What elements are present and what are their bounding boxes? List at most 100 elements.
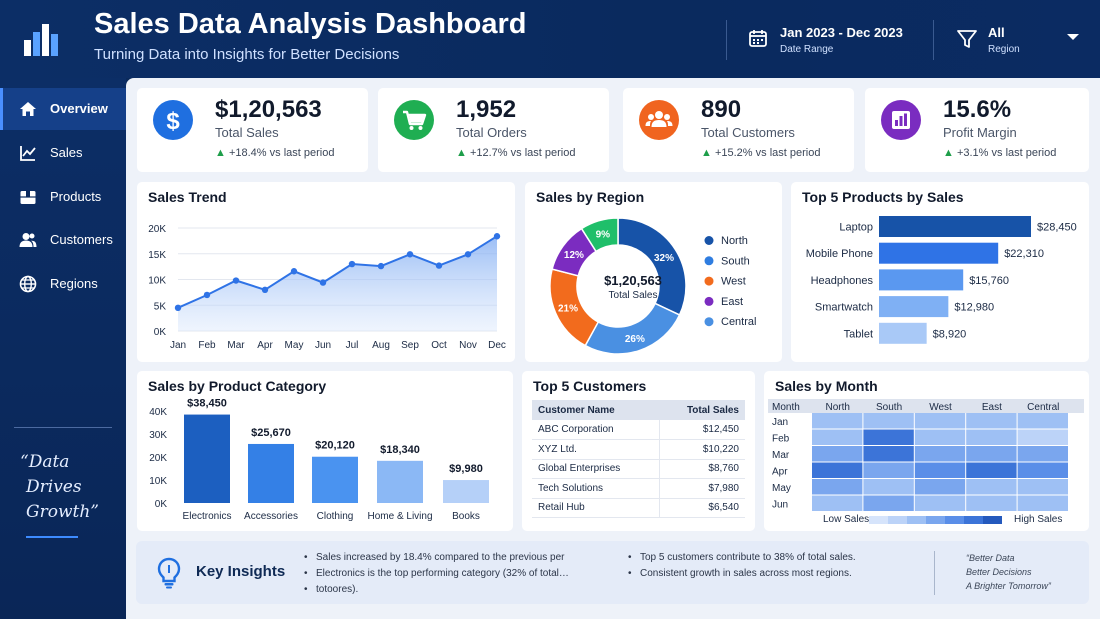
page-subtitle: Turning Data into Insights for Better De… bbox=[94, 46, 400, 63]
header-divider bbox=[726, 20, 727, 60]
x-tick-label: Jan bbox=[170, 340, 186, 351]
x-tick-label: Dec bbox=[488, 340, 506, 351]
kpi-change: ▲ +12.7% vs last period bbox=[456, 147, 575, 159]
chevron-down-icon[interactable] bbox=[1066, 32, 1080, 42]
insights-title: Key Insights bbox=[196, 563, 286, 580]
kpi-label: Total Customers bbox=[701, 125, 795, 140]
heatmap-cell bbox=[863, 479, 914, 495]
insights-divider bbox=[934, 551, 935, 595]
insight-item: Sales increased by 18.4% compared to the… bbox=[304, 550, 588, 566]
date-range-label: Date Range bbox=[780, 44, 834, 55]
kpi-card-total-sales[interactable]: $ $1,20,563 Total Sales ▲ +18.4% vs last… bbox=[137, 88, 368, 172]
heatmap-cell bbox=[863, 462, 914, 478]
heatmap-cell bbox=[1017, 413, 1068, 429]
y-tick-label: 5K bbox=[154, 301, 167, 312]
table-row[interactable]: XYZ Ltd. $10,220 bbox=[532, 439, 745, 460]
slice-label: 9% bbox=[596, 230, 611, 241]
customer-sales: $10,220 bbox=[658, 439, 745, 460]
legend-label: West bbox=[721, 276, 746, 288]
users-icon bbox=[639, 100, 679, 140]
heatmap-high-label: High Sales bbox=[1014, 514, 1063, 525]
y-tick-label: 30K bbox=[149, 430, 167, 441]
bar-value-label: $28,450 bbox=[1037, 222, 1077, 234]
bar-value-label: $12,980 bbox=[954, 302, 994, 314]
dollar-icon: $ bbox=[153, 100, 193, 140]
home-icon bbox=[20, 102, 36, 116]
up-arrow-icon: ▲ bbox=[456, 147, 467, 159]
slice-label: 21% bbox=[558, 304, 578, 315]
kpi-card-total-orders[interactable]: 1,952 Total Orders ▲ +12.7% vs last peri… bbox=[378, 88, 609, 172]
kpi-card-profit-margin[interactable]: 15.6% Profit Margin ▲ +3.1% vs last peri… bbox=[865, 88, 1089, 172]
y-tick-label: 10K bbox=[149, 476, 167, 487]
donut-center-label: Total Sales bbox=[608, 290, 658, 301]
legend-swatch bbox=[704, 236, 714, 245]
heatmap-row-label: Feb bbox=[772, 434, 790, 445]
region-dropdown[interactable]: All Region bbox=[956, 22, 1086, 62]
heatmap-cell bbox=[1017, 495, 1068, 511]
x-tick-label: Home & Living bbox=[367, 511, 432, 522]
kpi-value: $1,20,563 bbox=[215, 96, 322, 123]
heatmap-cell bbox=[812, 446, 863, 462]
column-header: Customer Name bbox=[532, 400, 660, 420]
y-tick-label: 0K bbox=[154, 327, 167, 338]
bar-category-label: Smartwatch bbox=[815, 302, 873, 314]
sidebar-item-products[interactable]: Products bbox=[0, 176, 126, 218]
customer-name: Global Enterprises bbox=[532, 459, 660, 479]
heatmap-scale-swatch bbox=[964, 516, 983, 524]
top-products-card: Top 5 Products by Sales Laptop $28,450 Mob… bbox=[791, 182, 1089, 362]
x-tick-label: Oct bbox=[431, 340, 447, 351]
sidebar: Overview Sales Products Customers bbox=[0, 78, 126, 619]
sales-by-region-chart: 32% 26% 21% 12% 9% North South West East Central bbox=[549, 217, 756, 355]
line-chart-icon bbox=[20, 146, 36, 161]
trend-point bbox=[406, 251, 414, 258]
bar-chart-icon bbox=[881, 100, 921, 140]
header-divider bbox=[933, 20, 934, 60]
kpi-value: 15.6% bbox=[943, 96, 1012, 123]
trend-point bbox=[464, 251, 472, 258]
table-row[interactable]: ABC Corporation $12,450 bbox=[532, 420, 745, 440]
sidebar-item-sales[interactable]: Sales bbox=[0, 132, 126, 174]
card-title: Sales Trend bbox=[148, 189, 227, 205]
heatmap-column-label: South bbox=[876, 402, 902, 413]
customer-sales: $12,450 bbox=[658, 420, 745, 440]
sidebar-item-regions[interactable]: Regions bbox=[0, 263, 126, 305]
slice-label: 26% bbox=[625, 334, 645, 345]
heatmap-cell bbox=[914, 429, 966, 445]
legend-swatch bbox=[704, 296, 714, 306]
x-tick-label: Feb bbox=[198, 340, 216, 351]
donut-slice bbox=[584, 302, 681, 355]
quote-line-3: Growth” bbox=[26, 502, 99, 522]
table-row[interactable]: Tech Solutions $7,980 bbox=[532, 478, 745, 499]
heatmap-cell bbox=[966, 446, 1017, 462]
y-tick-label: 20K bbox=[148, 224, 166, 235]
sidebar-item-customers[interactable]: Customers bbox=[0, 219, 126, 261]
kpi-change-suffix: vs last period bbox=[755, 147, 821, 159]
x-tick-label: Clothing bbox=[317, 511, 354, 522]
bar-value-label: $20,120 bbox=[315, 440, 355, 452]
heatmap-row-label: Mar bbox=[772, 450, 790, 461]
trend-point bbox=[377, 262, 385, 270]
heatmap-scale-swatch bbox=[888, 516, 907, 524]
heatmap-cell bbox=[812, 495, 863, 511]
heatmap-row-header: Month bbox=[772, 402, 800, 413]
table-row[interactable]: Global Enterprises $8,760 bbox=[532, 459, 745, 479]
kpi-card-total-customers[interactable]: 890 Total Customers ▲ +15.2% vs last per… bbox=[623, 88, 854, 172]
customer-name: Retail Hub bbox=[532, 498, 660, 518]
insight-item: Consistent growth in sales across most r… bbox=[628, 566, 898, 582]
heatmap-scale-swatch bbox=[907, 516, 926, 524]
category-bar bbox=[184, 414, 230, 503]
sidebar-item-overview[interactable]: Overview bbox=[0, 88, 126, 130]
legend-label: Central bbox=[721, 316, 756, 328]
table-row[interactable]: Retail Hub $6,540 bbox=[532, 498, 745, 518]
category-bar bbox=[312, 456, 358, 503]
product-bar bbox=[879, 322, 927, 344]
heatmap-cell bbox=[812, 429, 863, 445]
legend-swatch bbox=[704, 317, 714, 327]
product-bar bbox=[879, 296, 949, 318]
heatmap-row-label: Jan bbox=[772, 417, 788, 428]
quote-line-2: Drives bbox=[26, 477, 82, 497]
bar-value-label: $8,920 bbox=[933, 328, 967, 340]
card-title: Sales by Region bbox=[536, 189, 645, 205]
y-tick-label: 20K bbox=[149, 453, 167, 464]
heatmap-header-bg bbox=[768, 399, 1084, 413]
